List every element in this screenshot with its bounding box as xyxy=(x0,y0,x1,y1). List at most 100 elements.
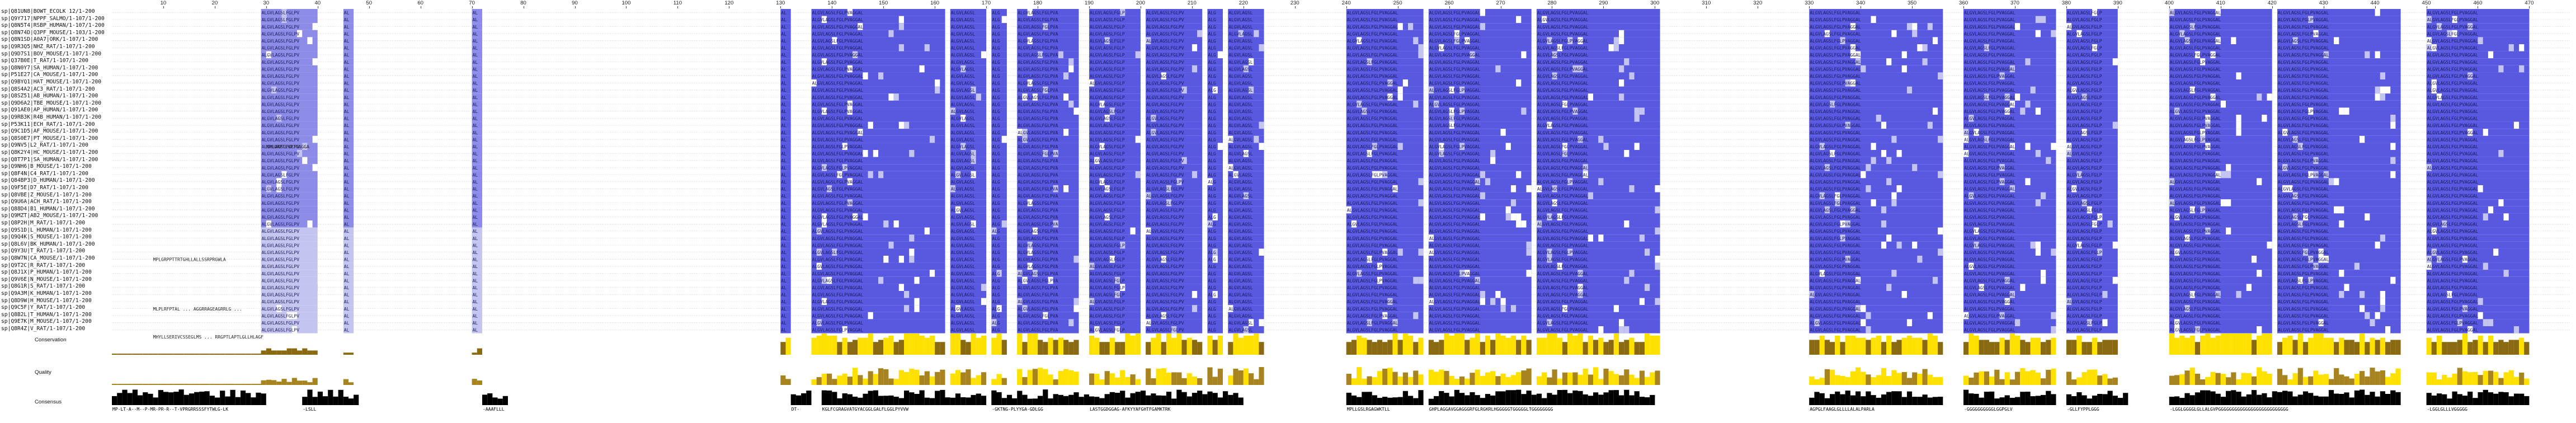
quality-bar xyxy=(955,370,961,385)
alignment-block xyxy=(343,305,354,312)
sequence-id[interactable]: sp|Q8K2Y4|HC_MOUSE/1-107/1-200 xyxy=(1,149,98,156)
sequence-id[interactable]: sp|Q9NH6|B_MOUSE/1-107/1-200 xyxy=(1,163,92,170)
sequence-id[interactable]: sp|Q84BP3|D_HUMAN/1-107/1-200 xyxy=(1,177,95,184)
alignment-block xyxy=(1346,23,1424,30)
sequence-id[interactable]: sp|Q8J1X|P_HUMAN/1-107/1-200 xyxy=(1,269,92,276)
alignment-block xyxy=(811,213,945,220)
sequence-id[interactable]: sp|Q8N1SD|A0A7|ORK/1-107/1-200 xyxy=(1,36,98,43)
residue-letters: ALGVLAGSLFGLPVA xyxy=(1018,144,1058,149)
residue-letters: ALGVLAGSLFGLPVAGGAL xyxy=(1810,236,1861,241)
alignment-block xyxy=(472,256,482,263)
sequence-id[interactable]: sp|Q9S1D|L_HUMAN/1-107/1-200 xyxy=(1,227,92,233)
residue-letters: ALGVLAGSLFGLPVAGGAL xyxy=(1537,299,1589,304)
quality-bar xyxy=(2020,368,2026,385)
alignment-block xyxy=(1346,270,1424,277)
conservation-bar xyxy=(888,335,894,355)
sequence-id[interactable]: sp|Q8N5T4|RSBP_HUMAN/1-107/1-200 xyxy=(1,22,105,29)
sequence-id[interactable]: sp|Q9C5F|Y_RAT/1-107/1-200 xyxy=(1,304,86,311)
sequence-id[interactable]: sp|Q9MZT|AB2_MOUSE/1-107/1-200 xyxy=(1,213,98,219)
alignment-block xyxy=(1089,129,1141,136)
sequence-id[interactable]: sp|Q81UN8|BOWT_ECOLK 12/1-200 xyxy=(1,8,95,15)
sequence-id[interactable]: sp|Q9Y3U|T_RAT/1-107/1-200 xyxy=(1,248,86,255)
sequence-id[interactable]: sp|Q8SZ51|AB_HUMAN/1-107/1-200 xyxy=(1,93,98,100)
consensus-sequence: MP-LT-A--M--P-MR-PR-R--T-VPRGRRSSSFYTWLG… xyxy=(112,407,228,412)
sequence-id[interactable]: sp|P51E27|CA_MOUSE/1-107/1-200 xyxy=(1,72,98,78)
alignment-block xyxy=(1428,220,1532,228)
residue-letters: ALGVLAGSLFGLPVAGGAL xyxy=(1347,321,1398,326)
sequence-id[interactable]: sp|Q9F5E|D7_RAT/1-107/1-200 xyxy=(1,185,88,191)
sequence-id[interactable]: sp|Q91AE0|AP_HUMAN/1-107/1-200 xyxy=(1,107,98,114)
residue-cell xyxy=(1089,298,1095,306)
sequence-id[interactable]: sp|Q9A3M|K_HUMAN/1-107/1-200 xyxy=(1,290,92,297)
residue-letters: ALGVLAGSLFGLPVAGGAL xyxy=(812,39,864,44)
alignment-block xyxy=(1963,270,2056,277)
residue-cell xyxy=(1495,291,1501,298)
sequence-id[interactable]: sp|Q9Q4K|S_MOUSE/1-107/1-200 xyxy=(1,234,92,241)
alignment-block xyxy=(1346,86,1424,94)
conservation-bar xyxy=(261,354,266,355)
alignment-block xyxy=(343,241,354,249)
sequence-id[interactable]: sp|Q88D4|B1_HUMAN/1-107/1-200 xyxy=(1,205,95,212)
residue-cell xyxy=(1114,326,1120,333)
residue-cell xyxy=(1856,51,1861,59)
sequence-id[interactable]: sp|P53K11|ECH_RAT/1-107/1-200 xyxy=(1,121,95,128)
quality-bar xyxy=(2169,375,2174,385)
sequence-id[interactable]: sp|Q9R3Q5|NHZ_RAT/1-107/1-200 xyxy=(1,44,95,50)
sequence-id[interactable]: sp|Q8S0E7|PT_MOUSE/1-107/1-200 xyxy=(1,135,98,142)
sequence-id[interactable]: sp|Q9C1D5|AF_MOUSE/1-107/1-200 xyxy=(1,128,98,135)
residue-letters: ALGVLAGSLFGLPVAGGAL xyxy=(1964,229,2015,234)
residue-letters: AL xyxy=(781,299,787,304)
sequence-id[interactable]: sp|Q8W7N|CA_MOUSE/1-107/1-200 xyxy=(1,255,95,261)
sequence-id[interactable]: sp|Q8G1R|S_RAT/1-107/1-200 xyxy=(1,283,86,290)
conservation-bar xyxy=(251,354,256,355)
alignment-block xyxy=(1017,16,1079,24)
sequence-id[interactable]: sp|Q9D6A2|TBE_MOUSE/1-107/1-200 xyxy=(1,100,102,106)
alignment-block xyxy=(472,86,482,94)
sequence-id[interactable]: sp|Q8N74D|Q3PF_MOUSE/1-103/1-200 xyxy=(1,29,105,36)
sequence-id[interactable]: sp|Q37B0E|T_RAT/1-107/1-200 xyxy=(1,58,88,64)
ruler-tick-label: 300 xyxy=(1650,0,1660,6)
consensus-bar xyxy=(317,391,323,405)
sequence-id[interactable]: sp|Q8P2H|M_RAT/1-107/1-200 xyxy=(1,220,86,226)
consensus-bar xyxy=(1840,394,1845,405)
residue-letters: ALGVLAGSLFGLP xyxy=(2067,17,2102,22)
consensus-bar xyxy=(2169,397,2174,405)
sequence-id[interactable]: sp|Q8VBE|Z_MOUSE/1-107/1-200 xyxy=(1,191,92,198)
sequence-id[interactable]: sp|Q8L6V|BK_HUMAN/1-107/1-200 xyxy=(1,241,95,247)
residue-letters: ALGVLAGSLFGLPVAGGAL xyxy=(2427,229,2479,234)
sequence-id[interactable]: sp|Q8T7P1|SA_HUMAN/1-107/1-200 xyxy=(1,156,98,163)
sequence-id[interactable]: sp|Q9D7S1|BOV_MOUSE/1-107/1-200 xyxy=(1,50,102,57)
sequence-id[interactable]: sp|Q8N0Y7|SA_HUMAN/1-107/1-200 xyxy=(1,64,98,71)
conservation-bar xyxy=(1130,335,1136,355)
residue-letters: ALGVLAGSLFGLP xyxy=(2067,194,2102,199)
sequence-id[interactable]: sp|Q9V6E|N_MOUSE/1-107/1-200 xyxy=(1,276,92,283)
alignment-canvas[interactable]: ALGVLAGSLFGLPVALGVLAGSLFGLPVALGVLAGSLFGL… xyxy=(112,9,2570,423)
residue-letters: AL xyxy=(344,194,350,199)
quality-bar xyxy=(1217,368,1223,385)
sequence-id[interactable]: sp|Q8R4Z|V_RAT/1-107/1-200 xyxy=(1,326,86,332)
sequence-id[interactable]: sp|Q9U6A|ACH_RAT/1-107/1-200 xyxy=(1,199,92,205)
conservation-bar xyxy=(1871,337,1876,355)
sequence-id[interactable]: sp|Q9E7K|M_MOUSE/1-107/1-200 xyxy=(1,318,92,325)
sequence-id[interactable]: sp|Q8B2L|T_HUMAN/1-107/1-200 xyxy=(1,311,92,318)
sequence-id[interactable]: sp|Q9BYQ1|HAT_MOUSE/1-107/1-200 xyxy=(1,79,102,85)
sequence-id[interactable]: sp|Q9T2C|R_RAT/1-107/1-200 xyxy=(1,262,86,269)
sequence-id[interactable]: sp|Q8S4A2|AC3_RAT/1-107/1-200 xyxy=(1,86,95,92)
alignment-block xyxy=(1963,178,2056,185)
consensus-bar xyxy=(1084,394,1089,405)
residue-letters: ALGVLAGSLFGLP xyxy=(2067,208,2102,213)
sequence-id[interactable]: sp|Q9NV5|L2_RAT/1-107/1-200 xyxy=(1,142,88,149)
residue-cell xyxy=(2226,199,2231,206)
residue-letters: ALGVLAGSLFGLPVAGGAL xyxy=(2278,299,2329,304)
residue-cell xyxy=(1032,227,1038,235)
conservation-bar xyxy=(1151,337,1156,355)
sequence-id[interactable]: sp|Q9Y717|NPPF_SALMO/1-107/1-200 xyxy=(1,15,105,22)
sequence-id[interactable]: sp|Q9RB3K|R4B_HUMAN/1-107/1-200 xyxy=(1,114,102,120)
residue-letters: AL xyxy=(344,278,350,283)
sequence-id[interactable]: sp|Q8D9W|H_MOUSE/1-107/1-200 xyxy=(1,297,92,304)
sequence-id[interactable]: sp|Q8F4N|C4_RAT/1-107/1-200 xyxy=(1,170,88,177)
residue-cell xyxy=(1434,100,1439,108)
alignment-block xyxy=(1207,298,1223,306)
consensus-bar xyxy=(1048,398,1053,405)
residue-letters: ALG xyxy=(1208,123,1216,128)
